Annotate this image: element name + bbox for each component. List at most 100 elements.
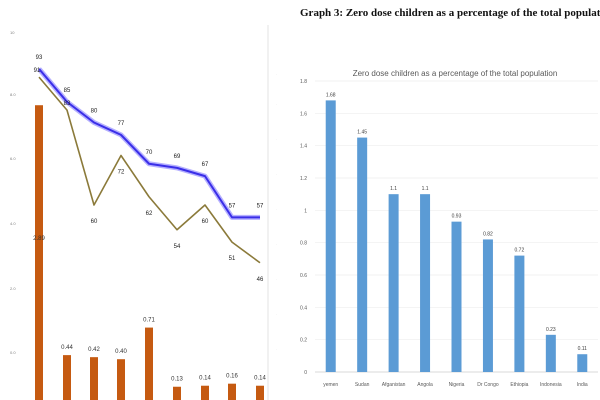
left-right-tick: · bbox=[276, 137, 277, 141]
upper-line-label: 80 bbox=[91, 109, 98, 115]
right-bar-value-label: 1.1 bbox=[422, 186, 429, 192]
right-y-tick-label: 1.8 bbox=[300, 79, 307, 85]
lower-line-label: 60 bbox=[91, 219, 98, 225]
left-right-tick: · bbox=[276, 207, 277, 211]
left-bar-label: 0.44 bbox=[61, 345, 73, 351]
right-bar bbox=[420, 194, 431, 372]
graph-heading: Graph 3: Zero dose children as a percent… bbox=[300, 7, 600, 19]
right-y-tick-label: 0.4 bbox=[300, 305, 307, 311]
upper-line-label: 69 bbox=[174, 154, 181, 160]
right-x-axis: yemen Sudan Afganistan Angola Nigeria Dr Cong… bbox=[323, 382, 588, 388]
left-right-tick: · bbox=[276, 312, 277, 316]
right-bar-value-label: 1.45 bbox=[357, 130, 367, 136]
right-category-label: Ethiopia bbox=[510, 382, 528, 388]
lower-line-label: 72 bbox=[118, 170, 125, 176]
right-y-tick-label: 0 bbox=[304, 370, 307, 376]
upper-line-label: 67 bbox=[202, 162, 209, 168]
left-bar-label: 2.89 bbox=[33, 236, 45, 242]
lower-line bbox=[38, 76, 261, 264]
left-bar-label: 0.40 bbox=[115, 349, 127, 355]
right-bar-value-label: 0.82 bbox=[483, 231, 493, 237]
lower-line-label: 62 bbox=[146, 211, 153, 217]
right-bar-value-label: 1.68 bbox=[326, 92, 336, 98]
upper-line-label: 70 bbox=[146, 150, 153, 156]
upper-line-glow bbox=[37, 67, 260, 220]
right-bar-value-label: 1.1 bbox=[390, 186, 397, 192]
lower-line-label: 54 bbox=[174, 244, 181, 250]
right-bar bbox=[357, 137, 368, 372]
upper-line-label: 93 bbox=[36, 55, 43, 61]
right-bar bbox=[388, 194, 399, 372]
right-bar-series bbox=[325, 100, 588, 373]
left-bar-series bbox=[35, 105, 264, 400]
right-bar bbox=[514, 255, 525, 372]
left-y-tick-label: 10 bbox=[10, 30, 15, 35]
right-category-label: Sudan bbox=[355, 382, 370, 388]
upper-line-label: 57 bbox=[229, 203, 236, 209]
right-category-label: yemen bbox=[323, 382, 338, 388]
left-line-series bbox=[37, 67, 261, 264]
lower-line-label: 46 bbox=[257, 277, 264, 283]
right-bar bbox=[577, 354, 588, 372]
right-y-tick-label: 1.6 bbox=[300, 111, 307, 117]
left-bar bbox=[145, 327, 153, 400]
left-y-tick-label: 6.0 bbox=[10, 156, 16, 161]
left-bar bbox=[117, 359, 125, 400]
left-bar-label: 0.42 bbox=[88, 347, 100, 353]
right-y-axis: 0 0.2 0.4 0.6 0.8 1 1.2 1.4 1.6 1.8 bbox=[300, 79, 307, 376]
left-data-labels: 2.89 0.44 0.42 0.40 0.71 0.13 0.14 0.16 0.14 93 85… bbox=[33, 55, 266, 383]
left-bar bbox=[256, 385, 264, 400]
left-combo-chart: 10 8.0 6.0 4.0 2.0 0.0 · · · · · · · · · 2.89 0.44 0.42 0… bbox=[10, 25, 277, 400]
right-category-label: Nigeria bbox=[449, 382, 465, 388]
right-y-tick-label: 0.6 bbox=[300, 273, 307, 279]
right-chart-title: Zero dose children as a percentage of th… bbox=[353, 69, 558, 78]
right-y-tick-label: 0.8 bbox=[300, 241, 307, 247]
right-y-tick-label: 0.2 bbox=[300, 338, 307, 344]
left-right-tick: · bbox=[276, 242, 277, 246]
right-bar-value-label: 0.11 bbox=[578, 346, 588, 352]
left-right-tick: · bbox=[276, 347, 277, 351]
left-bar-label: 0.14 bbox=[199, 376, 211, 382]
lower-line-label: 83 bbox=[64, 101, 71, 107]
right-category-label: Dr Congo bbox=[477, 382, 499, 388]
left-right-tick: · bbox=[276, 277, 277, 281]
left-bar bbox=[201, 385, 209, 400]
right-y-tick-label: 1.2 bbox=[300, 176, 307, 182]
left-right-tick: · bbox=[276, 172, 277, 176]
right-category-label: India bbox=[577, 382, 588, 388]
lower-line-label: 60 bbox=[202, 219, 209, 225]
right-bar-value-label: 0.72 bbox=[515, 248, 525, 254]
right-bar-value-label: 0.23 bbox=[546, 327, 556, 333]
left-y-tick-label: 4.0 bbox=[10, 221, 16, 226]
upper-line bbox=[38, 68, 260, 219]
left-right-tick: · bbox=[276, 102, 277, 106]
upper-line-label: 85 bbox=[64, 88, 71, 94]
left-y-tick-label: 0.0 bbox=[10, 350, 16, 355]
left-y-tick-label: 8.0 bbox=[10, 92, 16, 97]
upper-line-label: 77 bbox=[118, 121, 125, 127]
left-bar bbox=[63, 355, 71, 400]
left-bar-label: 0.14 bbox=[254, 376, 266, 382]
right-category-label: Afganistan bbox=[382, 382, 406, 388]
left-bar bbox=[228, 383, 236, 400]
upper-line-label: 57 bbox=[257, 203, 264, 209]
right-bar bbox=[482, 239, 493, 372]
lower-line-label: 91 bbox=[34, 68, 41, 74]
left-y-tick-label: 2.0 bbox=[10, 286, 16, 291]
right-data-labels: 1.68 1.45 1.1 1.1 0.93 0.82 0.72 0.23 0.11 bbox=[326, 92, 587, 352]
right-category-label: Angola bbox=[417, 382, 433, 388]
left-right-tick: · bbox=[276, 72, 277, 76]
left-bar bbox=[173, 386, 181, 400]
right-bar bbox=[545, 334, 556, 372]
right-category-label: Indonesia bbox=[540, 382, 562, 388]
left-y-axis: 10 8.0 6.0 4.0 2.0 0.0 · · · · · · · · · bbox=[10, 30, 277, 355]
right-bar-value-label: 0.93 bbox=[452, 214, 462, 220]
left-bar bbox=[35, 105, 43, 400]
right-bar bbox=[451, 221, 462, 372]
right-y-tick-label: 1 bbox=[304, 208, 307, 214]
right-bar bbox=[325, 100, 336, 373]
left-bar bbox=[90, 357, 98, 400]
right-bar-chart: Zero dose children as a percentage of th… bbox=[290, 58, 600, 400]
lower-line-label: 51 bbox=[229, 256, 236, 262]
